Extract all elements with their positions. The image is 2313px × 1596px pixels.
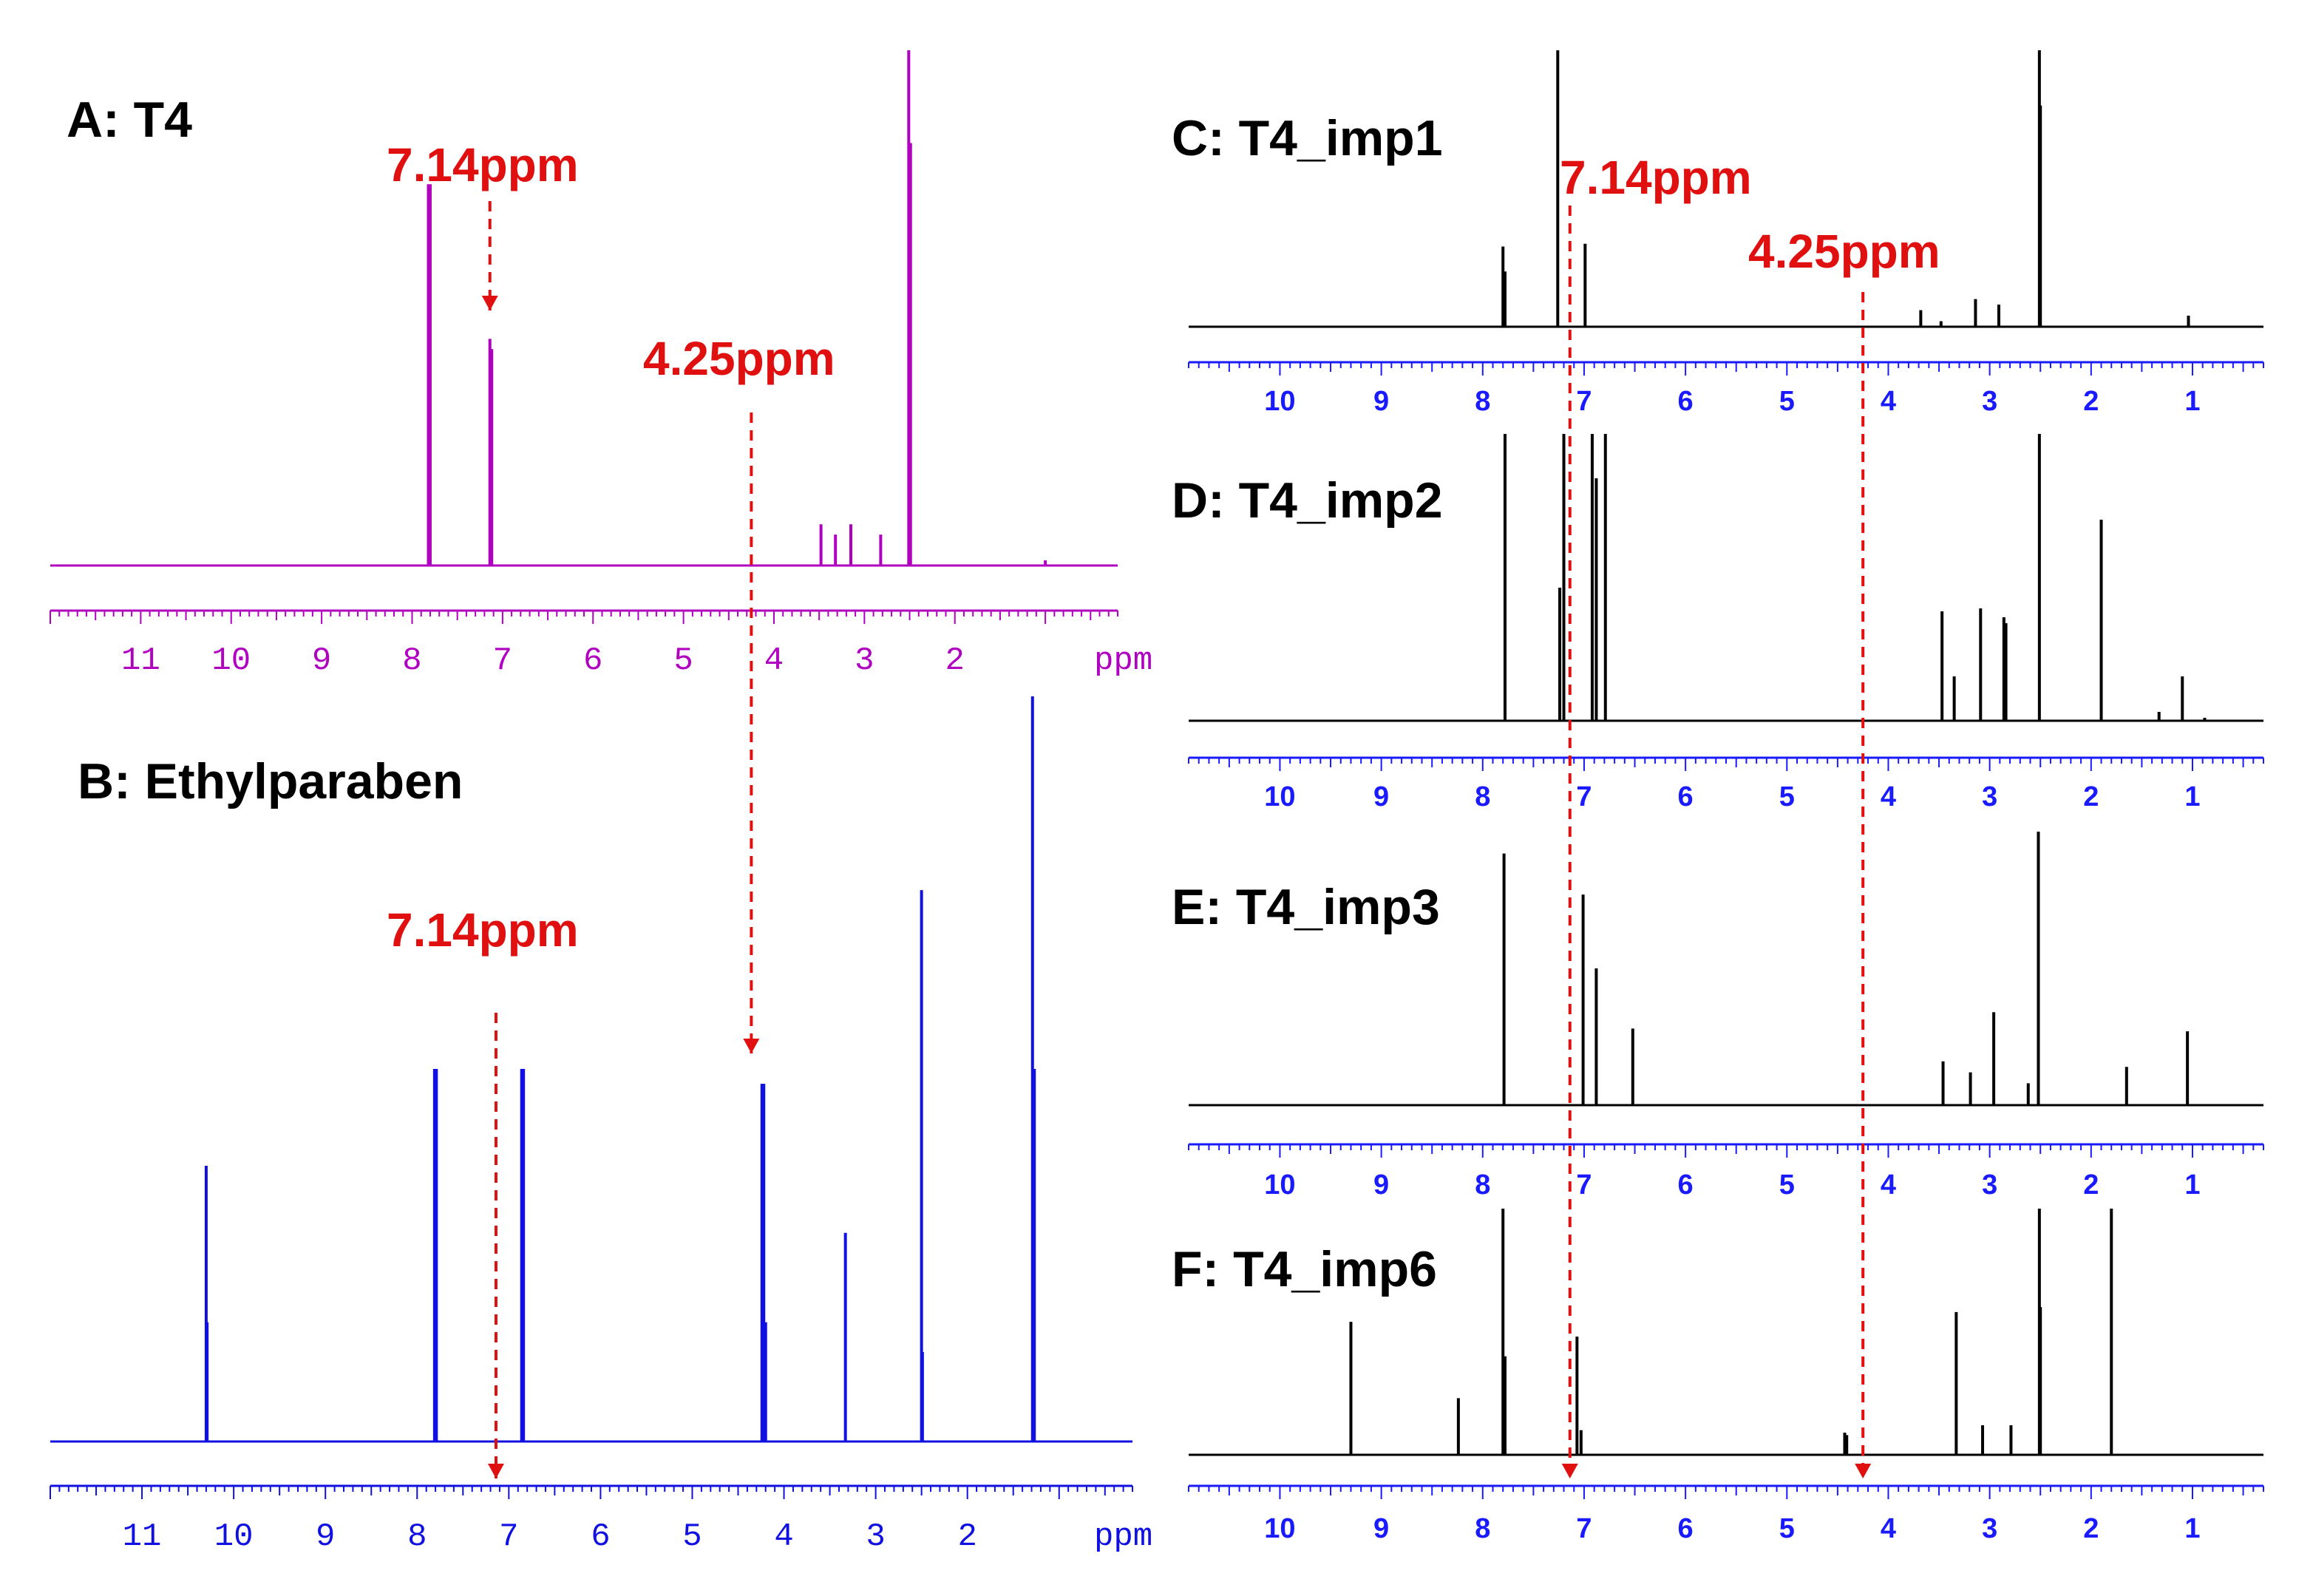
x-tick-label-A: 9 [312,642,331,679]
annotation-A-4.25: 4.25ppm [643,332,835,385]
x-tick-label-A: 11 [121,642,160,679]
x-tick-label-D: 10 [1264,781,1295,812]
x-tick-label-C: 9 [1373,386,1389,417]
x-tick-label-F: 2 [2083,1513,2099,1544]
x-tick-label-C: 7 [1576,386,1592,417]
x-tick-label-B: 7 [499,1518,518,1555]
x-tick-label-B: 6 [591,1518,610,1555]
guide-right-7.14-arrowhead [1561,1464,1578,1478]
x-tick-label-F: 9 [1373,1513,1389,1544]
x-tick-label-F: 5 [1779,1513,1795,1544]
x-tick-label-B: 5 [682,1518,702,1555]
x-tick-label-E: 7 [1576,1169,1592,1201]
x-tick-label-B: 4 [774,1518,793,1555]
x-tick-label-E: 10 [1264,1169,1295,1201]
x-tick-label-B: 11 [123,1518,162,1555]
x-tick-label-A: 5 [673,642,693,679]
x-tick-label-C: 4 [1881,386,1896,417]
x-tick-label-F: 8 [1475,1513,1490,1544]
panel-title-B: B: Ethylparaben [78,753,463,809]
x-tick-label-F: 10 [1264,1513,1295,1544]
x-tick-label-E: 6 [1678,1169,1694,1201]
guide-right-4.25-arrowhead [1855,1464,1872,1478]
guide-A-7.14-arrowhead [481,296,498,310]
x-tick-label-D: 2 [2083,781,2099,812]
x-tick-label-A: 8 [402,642,421,679]
x-tick-label-A: 7 [493,642,512,679]
annotation-B-7.14: 7.14ppm [387,903,579,957]
x-tick-label-F: 3 [1982,1513,1997,1544]
x-tick-label-B: 9 [316,1518,335,1555]
titles-layer: A: T4 B: Ethylparaben C: T4_imp1 D: T4_imp2… [67,92,1443,1297]
x-tick-label-E: 1 [2184,1169,2200,1201]
x-tick-label-F: 6 [1678,1513,1694,1544]
x-tick-label-D: 1 [2184,781,2200,812]
guides-layer: 7.14ppm 4.25ppm 7.14ppm 7.14ppm 4.25ppm [387,138,1940,1478]
panel-title-D: D: T4_imp2 [1172,472,1443,529]
x-tick-label-E: 9 [1373,1169,1389,1201]
x-tick-label-B: 3 [866,1518,885,1555]
x-tick-label-E: 5 [1779,1169,1795,1201]
annotation-C-7.14: 7.14ppm [1560,151,1752,204]
x-tick-label-D: 5 [1779,781,1795,812]
x-tick-label-C: 5 [1779,386,1795,417]
panel-title-A: A: T4 [67,92,192,148]
x-tick-label-A: 3 [855,642,874,679]
x-tick-label-C: 6 [1678,386,1694,417]
spectra-layer [50,50,2263,1456]
x-tick-label-A: 10 [211,642,251,679]
x-tick-label-F: 4 [1881,1513,1896,1544]
guide-B-7.14-arrowhead [487,1464,504,1478]
x-tick-label-E: 8 [1475,1169,1490,1201]
x-tick-label-B: 8 [407,1518,427,1555]
x-tick-label-D: 9 [1373,781,1389,812]
x-tick-label-D: 4 [1881,781,1896,812]
x-tick-label-C: 8 [1475,386,1490,417]
annotation-A-7.14: 7.14ppm [387,138,579,191]
guide-A-4.25-arrowhead [743,1039,760,1053]
x-tick-label-D: 3 [1982,781,1997,812]
x-tick-label-B: 10 [214,1518,254,1555]
x-axis-unit-A: ppm [1094,642,1152,679]
x-tick-label-C: 1 [2184,386,2200,417]
panel-title-E: E: T4_imp3 [1172,879,1440,935]
x-axis-unit-B: ppm [1094,1518,1152,1555]
x-tick-label-F: 7 [1576,1513,1592,1544]
x-tick-label-A: 4 [764,642,784,679]
panel-title-F: F: T4_imp6 [1172,1241,1437,1297]
x-tick-label-A: 2 [945,642,965,679]
x-tick-label-E: 4 [1881,1169,1896,1201]
x-tick-label-E: 2 [2083,1169,2099,1201]
x-tick-label-D: 7 [1576,781,1592,812]
panel-title-C: C: T4_imp1 [1172,110,1443,166]
x-tick-label-F: 1 [2184,1513,2200,1544]
x-tick-label-C: 3 [1982,386,1997,417]
x-tick-label-C: 2 [2083,386,2099,417]
annotation-C-4.25: 4.25ppm [1748,225,1940,278]
x-tick-label-C: 10 [1264,386,1295,417]
x-tick-label-B: 2 [957,1518,977,1555]
x-tick-label-D: 6 [1678,781,1694,812]
x-tick-label-E: 3 [1982,1169,1997,1201]
x-tick-label-A: 6 [583,642,602,679]
x-tick-label-D: 8 [1475,781,1490,812]
